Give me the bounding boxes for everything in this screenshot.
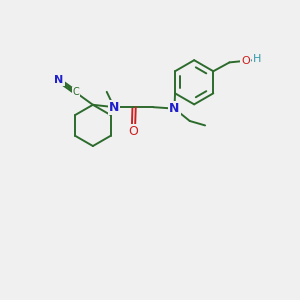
Text: N: N xyxy=(169,102,180,115)
Text: O: O xyxy=(129,125,139,138)
Text: N: N xyxy=(109,101,119,114)
Text: C: C xyxy=(73,87,80,98)
Text: N: N xyxy=(54,75,64,85)
Text: O: O xyxy=(241,56,250,66)
Text: H: H xyxy=(253,55,261,64)
